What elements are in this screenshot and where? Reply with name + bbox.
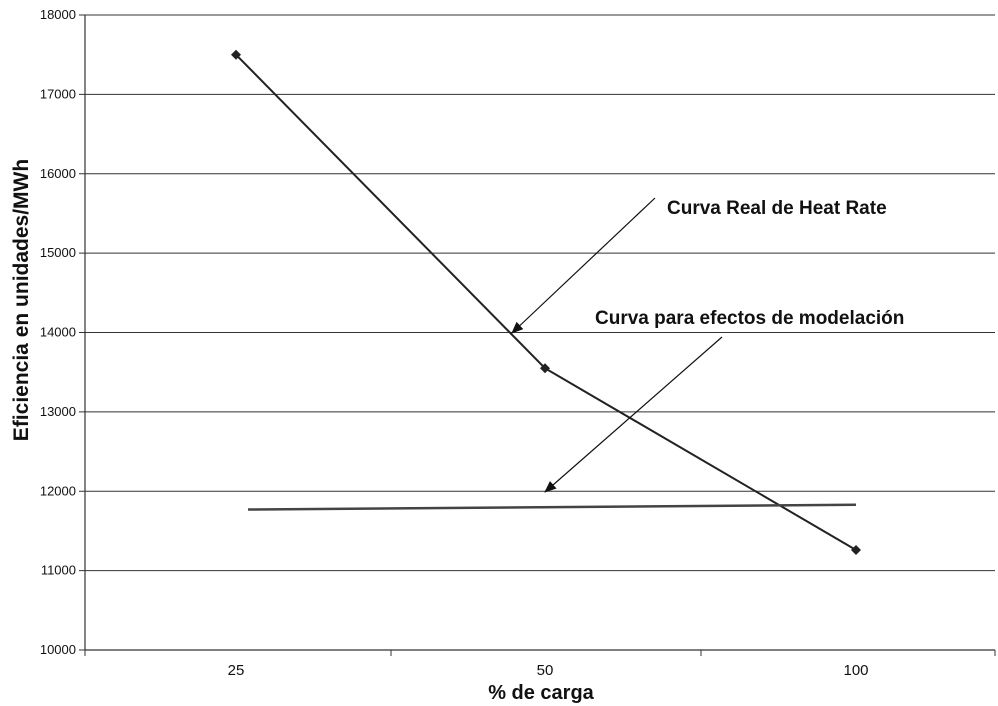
axes: 10000 11000 12000 13000 14000 15000 16000 17000… <box>40 7 996 679</box>
data-point-marker <box>851 544 861 555</box>
data-point-marker <box>540 363 550 374</box>
series-line-modelacion <box>247 503 857 511</box>
y-tick-label: 11000 <box>41 563 76 578</box>
series-line-heat-rate <box>235 53 857 551</box>
y-tick-label: 17000 <box>40 86 76 101</box>
annotation-heat-rate: Curva Real de Heat Rate <box>667 198 887 219</box>
gridlines <box>85 14 995 572</box>
annotation-arrow-modelacion <box>544 336 723 493</box>
series <box>231 49 861 555</box>
y-axis-title: Eficiencia en unidades/MWh <box>10 159 33 441</box>
data-point-marker <box>231 49 241 60</box>
y-tick-label: 18000 <box>40 7 76 22</box>
y-tick-label: 12000 <box>40 483 76 498</box>
y-tick-label: 10000 <box>40 642 76 657</box>
annotation-modelacion: Curva para efectos de modelación <box>595 308 904 329</box>
x-tick-label: 25 <box>228 662 245 679</box>
x-tick-label: 100 <box>843 662 868 679</box>
y-tick-label: 14000 <box>40 325 76 340</box>
y-tick-label: 15000 <box>40 245 76 260</box>
x-tick-label: 50 <box>537 662 554 679</box>
y-tick-label: 16000 <box>40 166 76 181</box>
x-axis-title: % de carga <box>488 682 594 704</box>
y-tick-label: 13000 <box>40 404 76 419</box>
annotation-arrow-heat-rate <box>511 197 656 334</box>
annotations: Curva Real de Heat Rate Curva para efecto… <box>511 197 904 493</box>
